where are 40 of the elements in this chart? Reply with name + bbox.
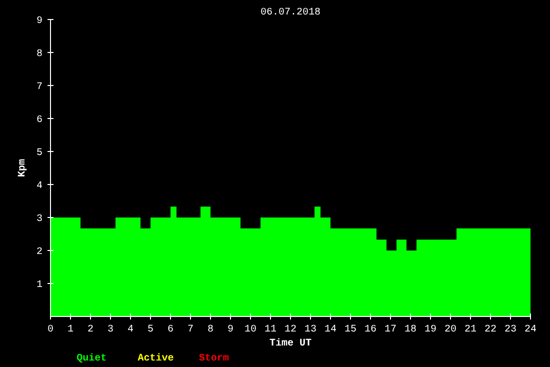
- x-tick-label: 18: [404, 324, 417, 336]
- x-tick-label: 3: [108, 324, 114, 336]
- text: Quiet: [76, 352, 107, 364]
- y-tick-label: 5: [36, 148, 43, 159]
- x-axis-title: Time UT: [269, 338, 312, 350]
- x-tick-label: 16: [364, 324, 377, 336]
- x-tick-label: 21: [464, 324, 477, 336]
- x-tick-label: 5: [148, 324, 154, 336]
- y-tick-label: 4: [36, 181, 43, 192]
- x-tick-label: 20: [444, 324, 457, 336]
- text: Active: [138, 352, 174, 364]
- x-tick-label: 22: [484, 324, 497, 336]
- y-tick-label: 1: [36, 280, 43, 291]
- x-tick-label: 24: [524, 324, 537, 336]
- chart-title: 06.07.2018: [260, 8, 321, 18]
- x-tick-label: 9: [228, 324, 234, 336]
- text: Storm: [198, 354, 229, 364]
- x-tick-label: 17: [384, 324, 397, 336]
- x-tick-label: 15: [344, 324, 357, 336]
- x-tick-label: 1: [68, 324, 74, 336]
- y-tick-label: 9: [36, 16, 43, 27]
- x-tick-label: 19: [424, 324, 437, 336]
- x-tick-label: 14: [324, 324, 337, 336]
- x-tick-label: 12: [284, 324, 297, 336]
- x-tick-label: 0: [48, 324, 54, 336]
- x-tick-label: 23: [504, 324, 517, 336]
- x-tick-label: 4: [128, 324, 134, 336]
- y-tick-label: 3: [36, 214, 43, 225]
- y-tick-label: 7: [36, 82, 43, 93]
- x-tick-label: 11: [264, 324, 277, 336]
- x-tick-label: 6: [168, 324, 174, 336]
- y-tick-label: 2: [36, 247, 43, 258]
- y-tick-label: 6: [36, 115, 43, 126]
- x-tick-label: 8: [208, 324, 214, 336]
- y-axis-title: Kpm: [18, 158, 28, 177]
- x-tick-label: 7: [188, 324, 194, 336]
- x-tick-label: 10: [244, 324, 257, 336]
- x-tick-label: 2: [88, 324, 94, 336]
- y-tick-label: 8: [36, 49, 43, 60]
- x-tick-label: 13: [304, 324, 317, 336]
